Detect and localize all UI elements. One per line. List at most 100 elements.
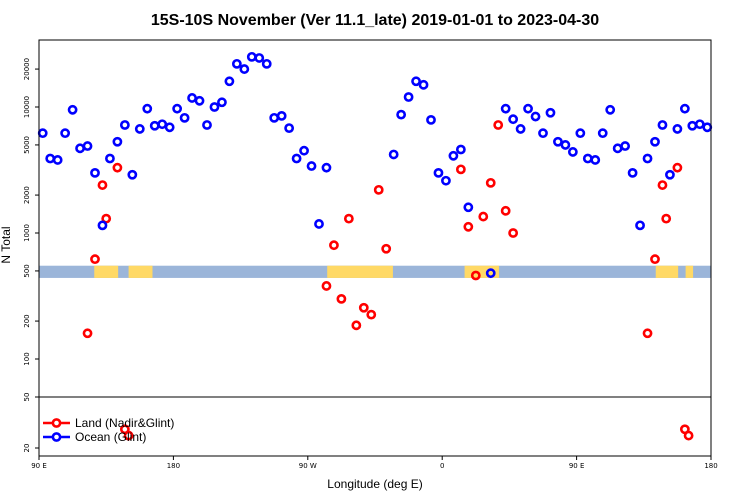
- y-tick-label: 100: [23, 352, 31, 365]
- data-point: [239, 64, 250, 74]
- data-point: [164, 122, 175, 133]
- y-tick-label: 20: [23, 444, 31, 453]
- data-point: [209, 102, 220, 112]
- data-point: [314, 219, 324, 229]
- data-point: [493, 120, 504, 130]
- legend: Land (Nadir&Glint)Ocean (Glint): [43, 416, 174, 444]
- data-point: [60, 128, 71, 139]
- data-point: [455, 164, 466, 175]
- data-point: [75, 143, 85, 154]
- data-point: [224, 76, 235, 87]
- data-point: [672, 124, 683, 134]
- data-point: [470, 270, 481, 281]
- data-point: [665, 169, 675, 180]
- data-point: [179, 112, 190, 123]
- data-point: [396, 109, 407, 120]
- data-point: [687, 120, 698, 131]
- data-point: [119, 120, 130, 130]
- y-axis-label: N Total: [0, 226, 13, 263]
- data-point: [261, 58, 272, 69]
- data-point: [388, 149, 399, 160]
- data-point: [112, 136, 123, 147]
- data-point: [67, 104, 78, 115]
- data-point: [627, 167, 638, 178]
- data-point: [217, 97, 227, 108]
- data-point: [485, 177, 496, 188]
- data-point: [433, 167, 444, 178]
- data-point: [149, 120, 160, 131]
- data-point: [381, 243, 392, 254]
- data-point: [45, 153, 56, 164]
- land-fill-region: [685, 265, 694, 278]
- legend-swatch-marker: [51, 432, 62, 442]
- data-point: [661, 213, 672, 224]
- data-point: [455, 144, 466, 155]
- y-tick-label: 20000: [23, 58, 31, 80]
- data-point: [523, 103, 533, 114]
- land-fill-region: [128, 265, 153, 278]
- y-tick-label: 2000: [23, 186, 31, 204]
- data-point: [545, 107, 556, 118]
- data-point: [657, 120, 668, 130]
- data-point: [642, 153, 653, 164]
- data-point: [373, 184, 384, 195]
- data-point: [172, 103, 183, 114]
- data-point: [134, 124, 145, 134]
- data-point: [672, 162, 683, 173]
- data-point: [358, 302, 369, 313]
- data-point: [284, 123, 295, 134]
- data-point: [231, 58, 242, 69]
- data-point: [582, 153, 593, 164]
- data-point: [650, 136, 660, 147]
- legend-label: Land (Nadir&Glint): [75, 416, 174, 430]
- data-point: [418, 79, 429, 90]
- data-point: [508, 114, 519, 125]
- data-point: [82, 328, 93, 339]
- legend-label: Ocean (Glint): [75, 430, 146, 444]
- data-point: [105, 153, 115, 164]
- data-point: [650, 254, 660, 265]
- land-fill-region: [655, 265, 679, 278]
- data-point: [448, 150, 459, 161]
- data-point: [52, 155, 63, 165]
- data-point: [321, 281, 332, 291]
- x-tick-label: 0: [440, 462, 444, 470]
- legend-swatch-marker: [51, 418, 62, 428]
- data-point: [291, 153, 302, 164]
- x-tick-label: 180: [167, 462, 180, 470]
- axis-ticks: 90 E 180 90 W 0 90 E 180 100 200 500 1000 2000 5000…: [23, 58, 718, 470]
- data-point: [366, 309, 377, 320]
- data-point: [403, 92, 414, 102]
- data-point: [694, 119, 705, 130]
- data-point: [269, 112, 280, 123]
- data-point: [478, 211, 489, 222]
- plot-frame: [38, 39, 712, 457]
- data-point: [590, 155, 601, 165]
- data-point: [530, 111, 541, 122]
- x-tick-label: 90 E: [31, 462, 47, 470]
- chart-title: 15S-10S November (Ver 11.1_late) 2019-01…: [151, 12, 599, 29]
- data-point: [97, 220, 108, 231]
- x-tick-label: 180: [704, 462, 717, 470]
- data-point: [679, 103, 690, 114]
- y-tick-label: 50: [23, 393, 31, 402]
- data-point: [620, 141, 631, 151]
- data-point: [485, 268, 496, 279]
- data-point: [515, 124, 526, 134]
- data-point: [538, 128, 548, 139]
- land-fill-region: [327, 265, 393, 278]
- data-point: [612, 143, 623, 154]
- data-point: [112, 162, 123, 173]
- data-point: [123, 430, 134, 441]
- data-point: [90, 167, 100, 178]
- y-tick-label: 1000: [23, 224, 31, 242]
- data-point: [142, 103, 153, 114]
- data-point: [246, 51, 257, 62]
- data-point: [336, 293, 347, 304]
- y-tick-label: 10000: [23, 96, 31, 118]
- data-point: [299, 145, 309, 156]
- data-point: [411, 76, 421, 87]
- land-fill-region: [94, 265, 119, 278]
- data-point: [463, 202, 474, 213]
